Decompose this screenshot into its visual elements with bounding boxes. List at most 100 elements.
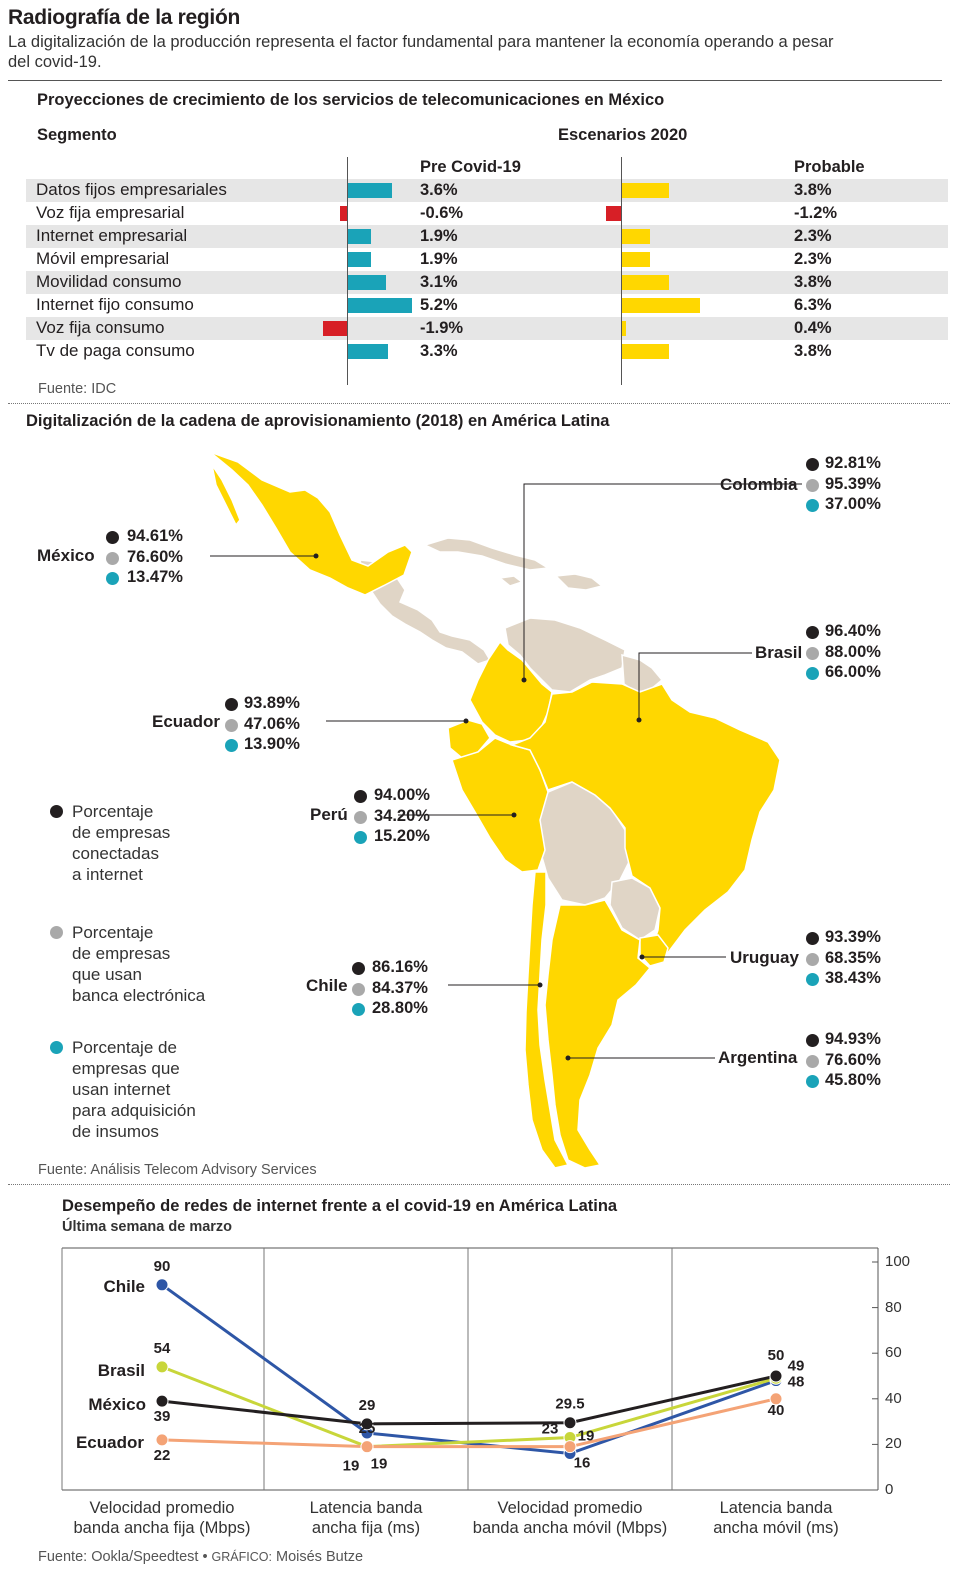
chile-shape (524, 871, 570, 1169)
x-category-label-line: Latencia banda (719, 1499, 833, 1517)
data-label: 19 (371, 1456, 388, 1473)
country-value-colombia: 92.81% (825, 454, 881, 472)
legend-text-line: Porcentaje (72, 802, 154, 821)
value-dot-icon (352, 962, 365, 975)
country-value-brasil: 96.40% (825, 622, 881, 640)
legend-text-line: de empresas (72, 823, 171, 842)
header-divider (8, 80, 942, 81)
probable-bar (621, 321, 626, 336)
country-value-chile: 28.80% (372, 999, 428, 1017)
credit-label: GRÁFICO: (211, 1550, 272, 1564)
country-name-peru: Perú (310, 805, 348, 824)
legend-dot-icon (50, 805, 63, 818)
section-divider (8, 403, 950, 404)
hispaniola-shape (554, 573, 604, 591)
chart-subtitle: Última semana de marzo (62, 1219, 233, 1235)
legend-text-line: de empresas (72, 944, 171, 963)
probable-bar (621, 252, 650, 267)
value-dot-icon (352, 982, 365, 996)
country-value-chile: 84.37% (372, 978, 428, 997)
value-dot-icon (225, 698, 238, 711)
data-point (155, 1278, 169, 1292)
legend-text-line: Porcentaje de (72, 1038, 177, 1057)
segment-label: Internet empresarial (36, 226, 188, 245)
pre-covid-bar (323, 321, 347, 336)
segment-label: Voz fija consumo (36, 318, 165, 337)
value-dot-icon (806, 1054, 819, 1068)
probable-bar (621, 229, 650, 244)
country-value-mexico: 13.47% (127, 568, 183, 586)
value-dot-icon (806, 458, 819, 471)
data-label: 16 (574, 1455, 591, 1472)
x-category-label: Latencia banda ancha fija (ms) (256, 1498, 476, 1538)
probable-value: 3.8% (794, 273, 832, 291)
value-dot-icon (352, 1003, 365, 1016)
segment-label: Móvil empresarial (36, 249, 170, 268)
telecom-row: Voz fija empresarial -0.6% -1.2% (26, 202, 948, 225)
telecom-row: Movilidad consumo 3.1% 3.8% (26, 271, 948, 294)
chart-source: Fuente: Ookla/Speedtest (38, 1549, 199, 1565)
legend-text-line: para adquisición (72, 1101, 196, 1120)
scenarios-column-header: Escenarios 2020 (558, 126, 688, 144)
pre-covid-column-header: Pre Covid-19 (420, 158, 521, 176)
x-category-label-line: ancha móvil (ms) (713, 1519, 839, 1537)
legend-dot-icon (50, 926, 63, 939)
probable-value: -1.2% (794, 204, 838, 222)
series-name-label: Chile (103, 1277, 145, 1296)
cuba-shape (422, 537, 551, 571)
data-label: 49 (788, 1357, 805, 1374)
country-name-uruguay: Uruguay (730, 948, 799, 967)
telecom-row: Internet fijo consumo 5.2% 6.3% (26, 294, 948, 317)
country-name-argentina: Argentina (718, 1048, 798, 1067)
country-value-peru: 94.00% (374, 786, 430, 804)
value-dot-icon (354, 810, 367, 824)
country-name-chile: Chile (306, 976, 348, 995)
page-title: Radiografía de la región (8, 6, 241, 29)
data-point (155, 1433, 169, 1447)
segment-label: Voz fija empresarial (36, 203, 185, 222)
country-value-brasil: 88.00% (825, 642, 881, 661)
y-tick-label: 40 (885, 1389, 902, 1407)
pre-covid-bar (339, 206, 347, 221)
paraguay-shape (609, 877, 661, 941)
jamaica-shape (498, 575, 524, 587)
series-name-label: México (88, 1395, 146, 1414)
value-dot-icon (806, 499, 819, 512)
value-dot-icon (106, 551, 119, 565)
country-value-ecuador: 47.06% (244, 714, 300, 733)
value-dot-icon (354, 790, 367, 803)
data-label: 29 (359, 1397, 376, 1414)
credit-separator: • (202, 1549, 212, 1565)
data-point (769, 1369, 783, 1383)
data-point (563, 1416, 577, 1430)
pre-covid-bar (347, 275, 386, 290)
value-dot-icon (806, 478, 819, 492)
country-value-argentina: 45.80% (825, 1071, 881, 1089)
series-line (161, 1365, 777, 1449)
line-chart: 90 25 16 48 Chile 54 19 23 49 Brasil 39 29 29.5 50 Méx… (61, 1247, 879, 1491)
data-label: 23 (542, 1421, 559, 1438)
pre-covid-value: 3.1% (420, 273, 458, 291)
telecom-source: Fuente: IDC (38, 381, 117, 397)
pre-covid-bar (347, 344, 389, 359)
probable-bar (606, 206, 621, 221)
x-category-label-line: Velocidad promedio (89, 1499, 235, 1517)
value-dot-icon (225, 739, 238, 752)
value-dot-icon (225, 718, 238, 732)
country-value-colombia: 95.39% (825, 474, 881, 493)
data-label: 25 (359, 1420, 376, 1437)
pre-covid-value: 3.3% (420, 342, 458, 360)
data-label: 29.5 (555, 1396, 584, 1413)
country-value-argentina: 76.60% (825, 1050, 881, 1069)
pre-covid-bar (347, 229, 371, 244)
country-name-ecuador: Ecuador (152, 712, 221, 731)
telecom-row: Internet empresarial 1.9% 2.3% (26, 225, 948, 248)
country-value-colombia: 37.00% (825, 495, 881, 513)
x-category-label-line: banda ancha fija (Mbps) (73, 1519, 251, 1537)
country-value-uruguay: 93.39% (825, 928, 881, 946)
country-value-mexico: 94.61% (127, 527, 183, 545)
data-point (155, 1394, 169, 1408)
series-line (161, 1397, 777, 1449)
legend-text-line: conectadas (72, 844, 159, 863)
telecom-row: Voz fija consumo -1.9% 0.4% (26, 317, 948, 340)
